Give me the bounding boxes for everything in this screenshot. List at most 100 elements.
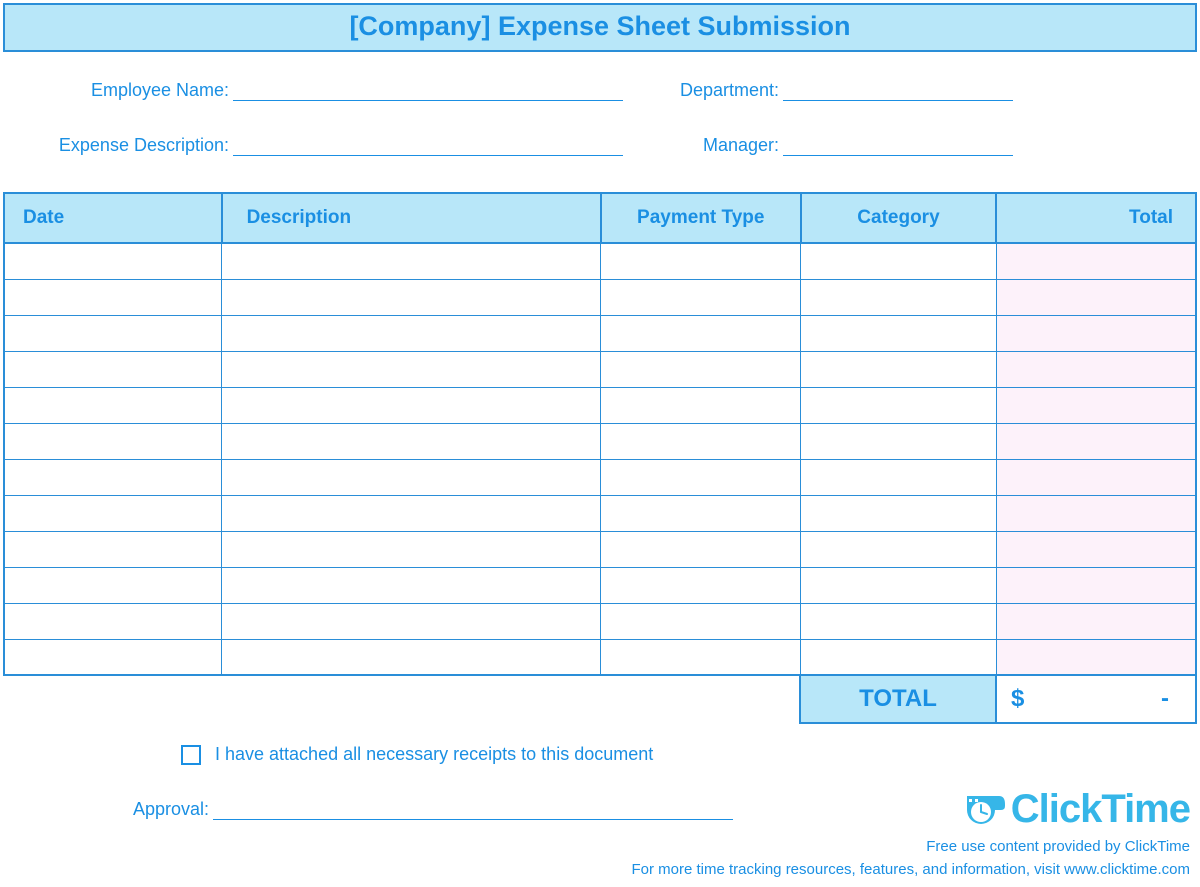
table-cell[interactable]	[4, 459, 222, 495]
receipts-text: I have attached all necessary receipts t…	[215, 744, 653, 765]
table-cell[interactable]	[222, 531, 601, 567]
table-row	[4, 459, 1196, 495]
employee-name-cell: Employee Name:	[23, 80, 623, 101]
table-cell[interactable]	[801, 603, 997, 639]
table-cell[interactable]	[4, 279, 222, 315]
table-cell[interactable]	[601, 603, 801, 639]
col-header-date: Date	[4, 193, 222, 243]
table-row	[4, 603, 1196, 639]
col-header-category: Category	[801, 193, 997, 243]
table-cell[interactable]	[222, 315, 601, 351]
table-cell[interactable]	[801, 351, 997, 387]
title-bar: [Company] Expense Sheet Submission	[3, 3, 1197, 52]
table-cell[interactable]	[996, 243, 1196, 279]
table-cell[interactable]	[4, 351, 222, 387]
department-field[interactable]	[783, 81, 1013, 101]
table-cell[interactable]	[222, 567, 601, 603]
grand-total-row: TOTAL $ -	[3, 676, 1197, 724]
table-row	[4, 531, 1196, 567]
table-row	[4, 315, 1196, 351]
table-cell[interactable]	[996, 279, 1196, 315]
employee-name-field[interactable]	[233, 81, 623, 101]
table-cell[interactable]	[222, 279, 601, 315]
table-cell[interactable]	[601, 495, 801, 531]
info-row-2: Expense Description: Manager:	[23, 135, 1177, 156]
receipt-row: I have attached all necessary receipts t…	[181, 744, 1197, 765]
table-cell[interactable]	[601, 351, 801, 387]
logo-text: ClickTime	[1011, 787, 1190, 832]
expense-sheet: [Company] Expense Sheet Submission Emplo…	[3, 3, 1197, 820]
table-row	[4, 351, 1196, 387]
table-cell[interactable]	[996, 459, 1196, 495]
table-cell[interactable]	[601, 459, 801, 495]
table-cell[interactable]	[4, 243, 222, 279]
table-cell[interactable]	[996, 531, 1196, 567]
col-header-payment-type: Payment Type	[601, 193, 801, 243]
manager-cell: Manager:	[623, 135, 1043, 156]
table-cell[interactable]	[4, 639, 222, 675]
table-cell[interactable]	[4, 387, 222, 423]
table-cell[interactable]	[801, 459, 997, 495]
table-cell[interactable]	[601, 567, 801, 603]
table-cell[interactable]	[801, 243, 997, 279]
table-cell[interactable]	[996, 315, 1196, 351]
table-cell[interactable]	[601, 387, 801, 423]
table-cell[interactable]	[996, 495, 1196, 531]
footer-line-2: For more time tracking resources, featur…	[631, 859, 1190, 882]
clicktime-logo: ClickTime	[631, 787, 1190, 832]
table-cell[interactable]	[996, 603, 1196, 639]
table-cell[interactable]	[801, 315, 997, 351]
info-block: Employee Name: Department: Expense Descr…	[3, 52, 1197, 192]
table-cell[interactable]	[222, 459, 601, 495]
table-row	[4, 639, 1196, 675]
table-cell[interactable]	[4, 603, 222, 639]
expense-desc-label: Expense Description:	[23, 135, 233, 156]
manager-label: Manager:	[623, 135, 783, 156]
table-cell[interactable]	[996, 423, 1196, 459]
table-cell[interactable]	[601, 243, 801, 279]
table-cell[interactable]	[801, 387, 997, 423]
receipts-checkbox[interactable]	[181, 745, 201, 765]
table-cell[interactable]	[801, 279, 997, 315]
table-cell[interactable]	[601, 531, 801, 567]
table-cell[interactable]	[996, 639, 1196, 675]
table-cell[interactable]	[801, 531, 997, 567]
table-cell[interactable]	[4, 315, 222, 351]
table-cell[interactable]	[222, 603, 601, 639]
department-label: Department:	[623, 80, 783, 101]
expense-desc-cell: Expense Description:	[23, 135, 623, 156]
table-row	[4, 243, 1196, 279]
table-cell[interactable]	[601, 279, 801, 315]
table-cell[interactable]	[222, 639, 601, 675]
table-row	[4, 279, 1196, 315]
table-cell[interactable]	[801, 567, 997, 603]
table-cell[interactable]	[4, 531, 222, 567]
table-row	[4, 495, 1196, 531]
table-cell[interactable]	[222, 387, 601, 423]
table-cell[interactable]	[222, 495, 601, 531]
table-cell[interactable]	[601, 423, 801, 459]
employee-name-label: Employee Name:	[23, 80, 233, 101]
table-cell[interactable]	[601, 315, 801, 351]
clock-icon	[961, 792, 1005, 828]
table-cell[interactable]	[996, 387, 1196, 423]
table-cell[interactable]	[601, 639, 801, 675]
table-cell[interactable]	[4, 423, 222, 459]
table-cell[interactable]	[996, 351, 1196, 387]
table-cell[interactable]	[996, 567, 1196, 603]
table-cell[interactable]	[4, 495, 222, 531]
table-cell[interactable]	[801, 639, 997, 675]
info-row-1: Employee Name: Department:	[23, 80, 1177, 101]
page-title: [Company] Expense Sheet Submission	[5, 11, 1195, 42]
footer: ClickTime Free use content provided by C…	[631, 787, 1190, 881]
manager-field[interactable]	[783, 136, 1013, 156]
table-cell[interactable]	[222, 423, 601, 459]
approval-label: Approval:	[3, 799, 213, 820]
table-cell[interactable]	[222, 243, 601, 279]
expense-desc-field[interactable]	[233, 136, 623, 156]
table-cell[interactable]	[801, 423, 997, 459]
table-cell[interactable]	[4, 567, 222, 603]
footer-line-1: Free use content provided by ClickTime	[631, 836, 1190, 859]
table-cell[interactable]	[222, 351, 601, 387]
table-cell[interactable]	[801, 495, 997, 531]
